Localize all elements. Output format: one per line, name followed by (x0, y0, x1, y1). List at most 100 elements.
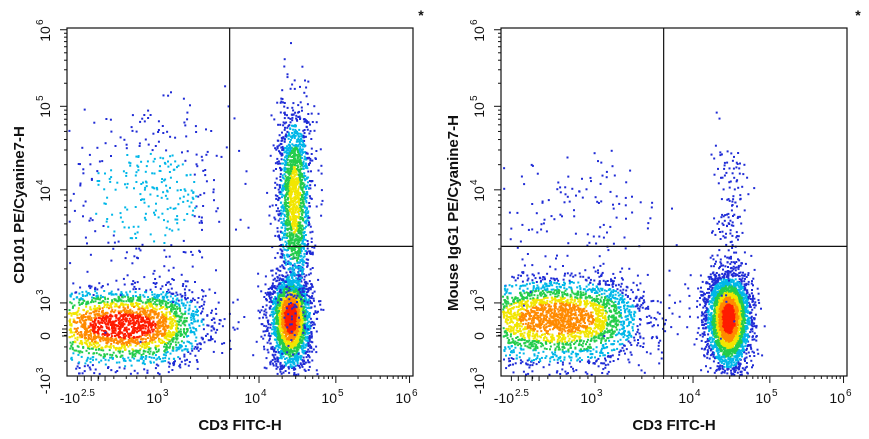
event-dot (277, 296, 280, 298)
event-dot (202, 307, 205, 310)
event-dot (87, 292, 90, 294)
event-dot (80, 355, 83, 358)
event-dot (124, 348, 127, 351)
event-dot (279, 367, 282, 370)
event-dot (275, 367, 278, 370)
event-dot (94, 230, 97, 233)
event-dot (152, 282, 155, 284)
event-dot (128, 161, 131, 164)
event-dot (186, 118, 189, 121)
event-dot (149, 350, 152, 353)
event-dot (179, 189, 182, 191)
event-dot (129, 320, 132, 322)
event-dot (192, 310, 195, 313)
event-dot (78, 299, 81, 302)
event-dot (69, 321, 72, 324)
event-dot (283, 283, 286, 286)
event-dot (160, 306, 163, 309)
event-dot (164, 308, 167, 311)
event-dot (152, 272, 155, 275)
event-dot (110, 290, 113, 293)
event-dot (302, 356, 305, 359)
event-dot (174, 313, 177, 315)
event-dot (142, 349, 145, 352)
event-dot (101, 314, 104, 317)
event-dot (136, 341, 139, 344)
event-dot (170, 334, 173, 337)
event-dot (284, 351, 287, 354)
event-dot (161, 212, 164, 215)
event-dot (94, 290, 97, 293)
event-dot (155, 282, 158, 284)
event-dot (77, 353, 80, 356)
event-dot (278, 332, 281, 335)
event-dot (202, 169, 205, 172)
event-dot (288, 339, 290, 342)
event-dot (95, 310, 98, 313)
event-dot (146, 337, 149, 339)
event-dot (92, 327, 95, 330)
event-dot (291, 291, 294, 294)
event-dot (285, 311, 288, 314)
event-dot (157, 350, 160, 353)
event-dot (111, 324, 114, 327)
event-dot (290, 348, 292, 351)
event-dot (102, 315, 104, 318)
event-dot (175, 328, 178, 331)
event-dot (179, 293, 182, 296)
event-dot (159, 322, 162, 325)
event-dot (78, 367, 81, 369)
event-dot (95, 331, 98, 334)
event-dot (70, 293, 73, 296)
event-dot (127, 304, 129, 306)
event-dot (185, 298, 188, 301)
event-dot (149, 300, 152, 303)
event-dot (69, 331, 72, 334)
event-dot (118, 346, 121, 349)
event-dot (127, 313, 130, 316)
event-dot (165, 315, 168, 318)
event-dot (202, 295, 204, 298)
event-dot (147, 346, 150, 349)
event-dot (186, 150, 189, 153)
event-dot (139, 344, 142, 347)
event-dot (305, 293, 308, 295)
event-dot (304, 336, 307, 339)
event-dot (187, 351, 190, 353)
event-dot (152, 361, 155, 364)
event-dot (184, 363, 187, 366)
event-dot (98, 321, 101, 324)
event-dot (139, 340, 142, 343)
event-dot (127, 324, 130, 327)
event-dot (273, 350, 275, 353)
event-dot (278, 339, 281, 342)
event-dot (181, 322, 184, 325)
event-dot (136, 328, 139, 331)
dot-cloud (68, 42, 325, 376)
event-dot (288, 301, 291, 304)
event-dot (216, 207, 219, 210)
event-dot (310, 335, 313, 338)
event-dot (127, 298, 130, 301)
event-dot (277, 298, 280, 301)
event-dot (310, 324, 313, 327)
event-dot (277, 328, 280, 330)
event-dot (285, 357, 288, 360)
event-dot (282, 307, 285, 310)
event-dot (177, 334, 180, 337)
event-dot (298, 346, 301, 349)
event-dot (154, 145, 157, 147)
event-dot (278, 317, 281, 320)
event-dot (292, 318, 295, 321)
event-dot (286, 274, 289, 277)
event-dot (133, 369, 136, 372)
event-dot (125, 313, 128, 316)
event-dot (94, 288, 96, 291)
event-dot (164, 324, 167, 327)
event-dot (274, 327, 277, 330)
event-dot (169, 206, 172, 209)
event-dot (302, 334, 305, 337)
event-dot (210, 311, 213, 314)
event-dot (87, 302, 90, 305)
event-dot (304, 282, 307, 285)
